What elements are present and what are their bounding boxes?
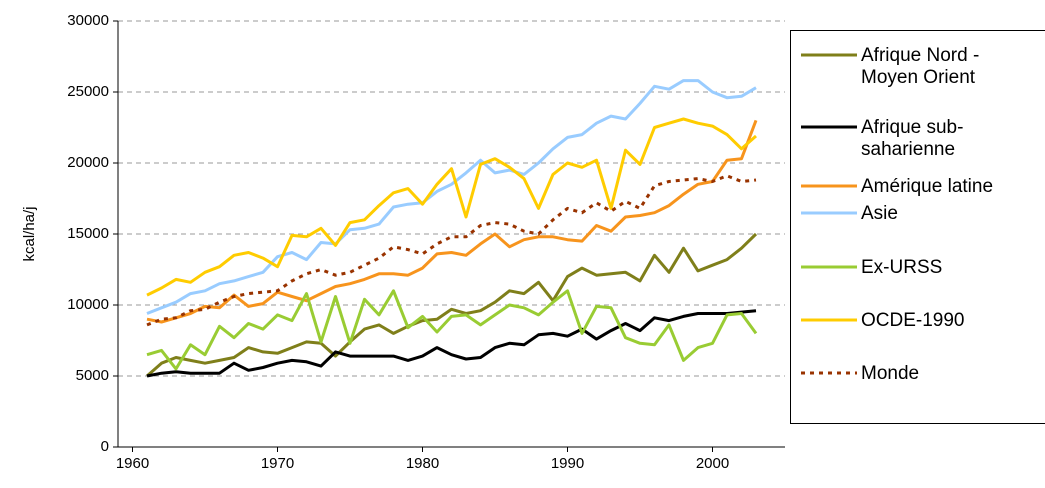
legend-swatch [801,184,857,188]
legend-item: Monde [799,363,1039,385]
legend-label: Afrique sub-saharienne [861,117,964,160]
series-line [146,119,758,324]
legend-swatch [801,318,857,322]
x-tick-label: 1970 [261,455,294,472]
legend-label: Amérique latine [861,176,994,197]
legend-swatch [801,211,857,215]
series-line [146,289,758,371]
legend-item: Ex-URSS [799,257,1039,279]
x-tick-label: 2000 [696,455,729,472]
series-line [146,174,757,327]
y-tick-label: 0 [101,438,109,455]
legend-label: OCDE-1990 [861,310,965,331]
series-line [146,117,757,297]
series-line [146,309,757,378]
x-tick-label: 1990 [551,455,584,472]
x-tick-label: 1980 [406,455,439,472]
x-tick-label: 1960 [116,455,149,472]
chart: kcal/ha/j 0 5000 10000 15000 20000 25000 30000… [21,12,785,472]
legend-item: Amérique latine [799,176,1039,198]
legend-swatch [801,371,857,375]
y-tick-label: 10000 [67,296,109,313]
series-line [146,232,758,378]
legend-label: Monde [861,363,920,384]
legend-item: Afrique sub-saharienne [799,117,1039,161]
y-tick-label: 5000 [76,367,109,384]
legend-item: OCDE-1990 [799,310,1039,332]
legend-swatch [801,265,857,269]
y-tick-label: 30000 [67,12,109,29]
series-line [146,79,757,315]
legend-label: Afrique Nord - Moyen Orient [861,45,980,88]
y-tick-label: 25000 [67,83,109,100]
legend-swatch [801,53,857,57]
legend-item: Afrique Nord - Moyen Orient [799,45,1039,89]
legend: Afrique Nord - Moyen Orient Afrique sub-s… [790,30,1045,424]
y-tick-label: 15000 [67,225,109,242]
y-tick-label: 20000 [67,154,109,171]
legend-swatch [801,125,857,129]
legend-label: Ex-URSS [861,257,943,278]
y-axis-label: kcal/ha/j [21,206,38,261]
legend-item: Asie [799,203,1039,225]
legend-label: Asie [861,203,898,224]
